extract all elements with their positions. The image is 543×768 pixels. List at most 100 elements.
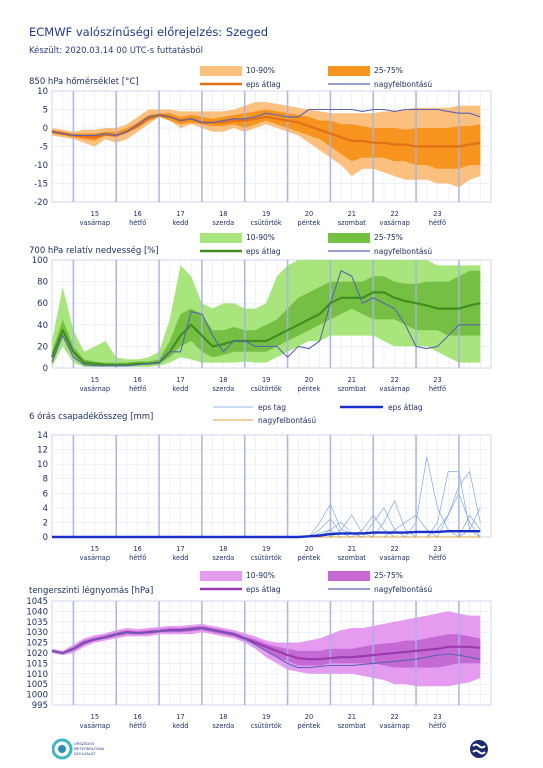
y-tick-label: 1025 — [26, 639, 48, 649]
day-number: 21 — [348, 545, 356, 553]
day-number: 15 — [91, 376, 99, 384]
day-number: 20 — [305, 545, 313, 553]
day-name: hétfő — [429, 218, 446, 227]
day-name: szombat — [338, 385, 367, 393]
y-tick-label: 0 — [43, 533, 48, 543]
day-number: 16 — [133, 376, 141, 384]
legend-label-25-75: 25-75% — [374, 571, 403, 580]
day-name: kedd — [172, 219, 188, 227]
y-tick-label: 10 — [37, 460, 48, 470]
day-name: vasárnap — [379, 219, 409, 227]
day-name: hétfő — [129, 384, 146, 393]
y-tick-label: -15 — [34, 180, 48, 190]
day-number: 21 — [348, 376, 356, 384]
day-name: csütörtök — [251, 554, 282, 562]
day-name: hétfő — [429, 721, 446, 730]
y-tick-label: -20 — [34, 198, 48, 208]
day-name: szerda — [212, 722, 234, 730]
legend-label-eps-member: eps tag — [258, 403, 286, 412]
day-name: szombat — [338, 722, 367, 730]
y-tick-label: 0 — [43, 124, 48, 134]
legend-swatch-25-75 — [328, 66, 370, 76]
day-number: 22 — [390, 545, 398, 553]
y-tick-label: 100 — [32, 256, 48, 266]
legend-swatch-10-90 — [200, 233, 242, 243]
y-tick-label: 1035 — [26, 618, 48, 628]
day-number: 17 — [176, 545, 184, 553]
day-number: 23 — [433, 210, 441, 218]
day-number: 17 — [176, 210, 184, 218]
day-number: 21 — [348, 210, 356, 218]
ecmwf-logo — [466, 739, 492, 763]
legend-label-hires: nagyfelbontású — [374, 585, 432, 594]
day-number: 19 — [262, 210, 270, 218]
day-name: vasárnap — [379, 554, 409, 562]
day-number: 18 — [219, 376, 227, 384]
day-name: szerda — [212, 554, 234, 562]
day-name: szerda — [212, 219, 234, 227]
y-tick-label: 1045 — [26, 597, 48, 607]
eps-mean-line — [50, 291, 481, 366]
day-name: hétfő — [129, 553, 146, 562]
panel-3: 10-90% 25-75% eps átlag nagyfelbontású tenge… — [26, 571, 492, 730]
legend-label-eps-mean: eps átlag — [246, 585, 281, 594]
plot-area — [51, 434, 492, 538]
legend-label-hires: nagyfelbontású — [374, 80, 432, 89]
day-name: hétfő — [429, 384, 446, 393]
hires-line — [51, 108, 481, 136]
day-number: 15 — [91, 210, 99, 218]
day-name: szombat — [338, 219, 367, 227]
panel-0: 10-90% 25-75% eps átlag nagyfelbontású 850 h… — [29, 66, 492, 227]
day-name: kedd — [172, 554, 188, 562]
day-name: vasárnap — [80, 554, 110, 562]
logo-text: METEOROLÓGIAI — [74, 746, 104, 751]
legend-label-10-90: 10-90% — [246, 571, 275, 580]
day-name: szombat — [338, 554, 367, 562]
day-name: hétfő — [129, 218, 146, 227]
day-number: 18 — [219, 545, 227, 553]
legend-label-25-75: 25-75% — [374, 66, 403, 75]
y-tick-label: 12 — [37, 446, 48, 456]
y-tick-label: 0 — [43, 364, 48, 374]
day-name: hétfő — [429, 553, 446, 562]
panel-title: 700 hPa relatív nedvesség [%] — [29, 245, 159, 256]
panel-title: 850 hPa hőmérséklet [°C] — [29, 76, 139, 87]
y-tick-label: 10 — [37, 87, 48, 97]
met-service-logo: ORSZÁGOS METEOROLÓGIAI SZOLGÁLAT — [51, 737, 122, 767]
day-number: 15 — [91, 713, 99, 721]
day-name: vasárnap — [80, 219, 110, 227]
day-name: kedd — [172, 722, 188, 730]
y-tick-label: 8 — [43, 475, 48, 485]
day-number: 20 — [305, 713, 313, 721]
y-tick-label: 60 — [37, 299, 48, 309]
legend-label-10-90: 10-90% — [246, 233, 275, 242]
y-tick-label: -10 — [34, 161, 48, 171]
day-name: péntek — [298, 722, 321, 730]
day-number: 20 — [305, 376, 313, 384]
day-name: vasárnap — [379, 385, 409, 393]
logo-text: ORSZÁGOS — [74, 741, 95, 746]
legend-label-hires: nagyfelbontású — [258, 416, 316, 425]
day-number: 19 — [262, 376, 270, 384]
day-name: péntek — [298, 385, 321, 393]
y-tick-label: 1015 — [26, 659, 48, 669]
y-tick-label: 6 — [43, 489, 48, 499]
day-name: szerda — [212, 385, 234, 393]
day-number: 16 — [133, 713, 141, 721]
eps-mean-line — [52, 530, 481, 539]
legend-label-eps-mean: eps átlag — [388, 403, 423, 412]
y-tick-label: 14 — [37, 431, 48, 441]
y-tick-label: 5 — [43, 106, 48, 116]
day-number: 16 — [133, 545, 141, 553]
panel-title: tengerszinti légnyomás [hPa] — [29, 585, 153, 596]
panel-2: eps tag eps átlag nagyfelbontású 6 órás csa… — [29, 403, 492, 562]
day-number: 22 — [390, 376, 398, 384]
day-name: csütörtök — [251, 722, 282, 730]
day-number: 17 — [176, 713, 184, 721]
day-number: 20 — [305, 210, 313, 218]
day-number: 23 — [433, 376, 441, 384]
day-name: csütörtök — [251, 385, 282, 393]
y-tick-label: 1010 — [26, 670, 48, 680]
panel-title: 6 órás csapadékösszeg [mm] — [29, 411, 153, 422]
legend-label-eps-mean: eps átlag — [246, 247, 281, 256]
